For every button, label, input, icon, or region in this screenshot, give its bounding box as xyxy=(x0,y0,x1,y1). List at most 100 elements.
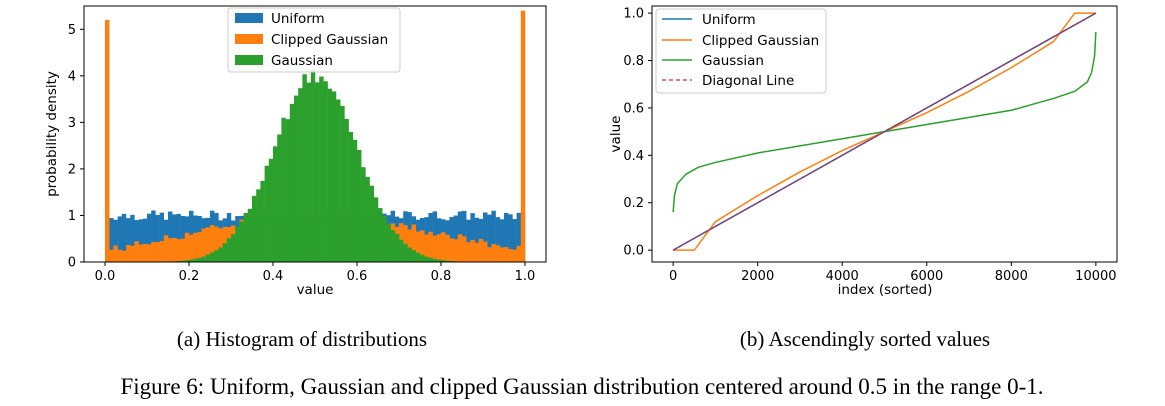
x-tick-label: 4000 xyxy=(826,269,859,284)
clipped-gaussian-bar xyxy=(193,232,198,262)
uniform-bar xyxy=(466,219,471,262)
clipped-gaussian-bar xyxy=(483,241,488,262)
figure-caption: Figure 6: Uniform, Gaussian and clipped … xyxy=(121,374,1044,399)
y-tick-label: 1.0 xyxy=(623,7,644,22)
y-tick-label: 2 xyxy=(68,162,76,177)
gaussian-bar xyxy=(197,257,202,262)
gaussian-bar xyxy=(361,167,366,262)
clipped-gaussian-bar xyxy=(184,232,190,262)
legend-label-clipped-gaussian: Clipped Gaussian xyxy=(271,32,388,48)
clipped-gaussian-bar xyxy=(138,244,144,262)
gaussian-bar xyxy=(264,165,270,262)
histogram-x-label: value xyxy=(297,282,334,298)
uniform-bar xyxy=(147,213,152,262)
clipped-gaussian-bar xyxy=(495,245,501,262)
gaussian-bar xyxy=(340,105,345,262)
legend-swatch-gaussian xyxy=(235,55,263,65)
uniform-bar xyxy=(138,219,144,262)
gaussian-bar xyxy=(445,260,450,262)
clipped-gaussian-bar xyxy=(163,235,169,262)
gaussian-bar xyxy=(344,118,349,262)
y-tick-label: 0.0 xyxy=(623,244,644,259)
gaussian-bar xyxy=(256,189,261,262)
clipped-gaussian-bar xyxy=(134,241,139,262)
clipped-gaussian-bar xyxy=(420,230,425,262)
uniform-bar xyxy=(508,214,513,262)
gaussian-bar xyxy=(331,91,337,262)
gaussian-bar xyxy=(252,195,257,262)
clipped-gaussian-bar xyxy=(218,228,223,262)
sorted-values-x-label: index (sorted) xyxy=(838,282,933,298)
uniform-bar xyxy=(504,212,509,262)
gaussian-bar xyxy=(436,259,442,262)
x-tick-label: 10000 xyxy=(1075,269,1116,284)
clipped-gaussian-bar xyxy=(121,250,127,262)
clipped-gaussian-bar xyxy=(520,10,526,263)
gaussian-bar xyxy=(411,250,417,262)
histogram-y-label: probability density xyxy=(44,71,60,197)
clipped-gaussian-bar xyxy=(453,239,459,262)
gaussian-bar xyxy=(214,250,219,262)
histogram-bars xyxy=(105,10,526,263)
clipped-gaussian-bar xyxy=(210,225,215,262)
clipped-gaussian-bar xyxy=(504,247,509,262)
x-tick-label: 0.0 xyxy=(95,269,116,284)
uniform-bar xyxy=(453,215,459,262)
uniform-bar xyxy=(487,214,492,262)
x-tick-label: 1.0 xyxy=(515,269,536,284)
clipped-gaussian-bar xyxy=(508,248,513,262)
clipped-gaussian-bar xyxy=(197,231,202,262)
gaussian-bar xyxy=(189,259,194,262)
legend-swatch-clipped-gaussian xyxy=(235,34,263,44)
gaussian-bar xyxy=(302,74,307,262)
clipped-gaussian-bar xyxy=(201,228,207,262)
gaussian-bar xyxy=(218,247,223,262)
x-tick-label: 0.8 xyxy=(431,269,452,284)
histogram-panel: 0.0 0.2 0.4 0.6 0.8 1.0 0 1 2 3 4 5 value probabil… xyxy=(44,5,547,351)
y-tick-label: 0.4 xyxy=(623,149,644,164)
gaussian-bar xyxy=(268,158,274,262)
gaussian-bar xyxy=(210,252,215,262)
uniform-bar xyxy=(126,218,131,262)
gaussian-bar xyxy=(323,81,328,262)
gaussian-bar xyxy=(378,208,383,262)
gaussian-bar xyxy=(373,197,379,262)
clipped-gaussian-bar xyxy=(105,19,110,263)
subcaption-a: (a) Histogram of distributions xyxy=(177,327,427,351)
x-tick-label: 6000 xyxy=(910,269,943,284)
gaussian-bar xyxy=(277,134,282,262)
clipped-gaussian-bar xyxy=(159,241,165,262)
x-tick-label: 8000 xyxy=(995,269,1028,284)
uniform-bar xyxy=(117,216,123,262)
x-tick-label: 0.6 xyxy=(347,269,368,284)
gaussian-bar xyxy=(336,99,341,262)
uniform-bar xyxy=(491,210,496,262)
uniform-bar xyxy=(109,218,114,262)
subcaption-b: (b) Ascendingly sorted values xyxy=(740,327,990,351)
gaussian-bar xyxy=(260,180,265,262)
uniform-bar xyxy=(168,211,173,262)
histogram-frame xyxy=(83,5,547,263)
gaussian-bar xyxy=(352,139,358,262)
clipped-gaussian-bar xyxy=(474,242,480,262)
gaussian-bar xyxy=(243,213,249,262)
clipped-gaussian-bar xyxy=(168,238,173,262)
clipped-gaussian-bar xyxy=(189,234,194,262)
y-tick-label: 0.2 xyxy=(623,196,644,211)
uniform-diagonal-overlap-line xyxy=(672,12,1097,251)
gaussian-bar xyxy=(235,226,240,262)
gaussian-bar xyxy=(394,233,400,262)
sorted-values-frame xyxy=(651,5,1118,263)
legend-label-diagonal-line: Diagonal Line xyxy=(702,73,794,89)
sorted-values-lines xyxy=(672,12,1097,251)
sorted-values-panel: 0 2000 4000 6000 8000 10000 0.0 0.2 0.4 0.6 0.8 1.… xyxy=(608,5,1118,351)
clipped-gaussian-bar xyxy=(151,242,156,262)
sorted-values-y-ticks: 0.0 0.2 0.4 0.6 0.8 1.0 xyxy=(623,7,652,259)
clipped-gaussian-bar xyxy=(415,231,421,262)
gaussian-bar xyxy=(415,252,421,262)
gaussian-bar xyxy=(180,260,186,262)
clipped-gaussian-bar xyxy=(516,245,522,262)
clipped-gaussian-bar xyxy=(457,234,463,262)
clipped-gaussian-bar xyxy=(449,238,454,262)
